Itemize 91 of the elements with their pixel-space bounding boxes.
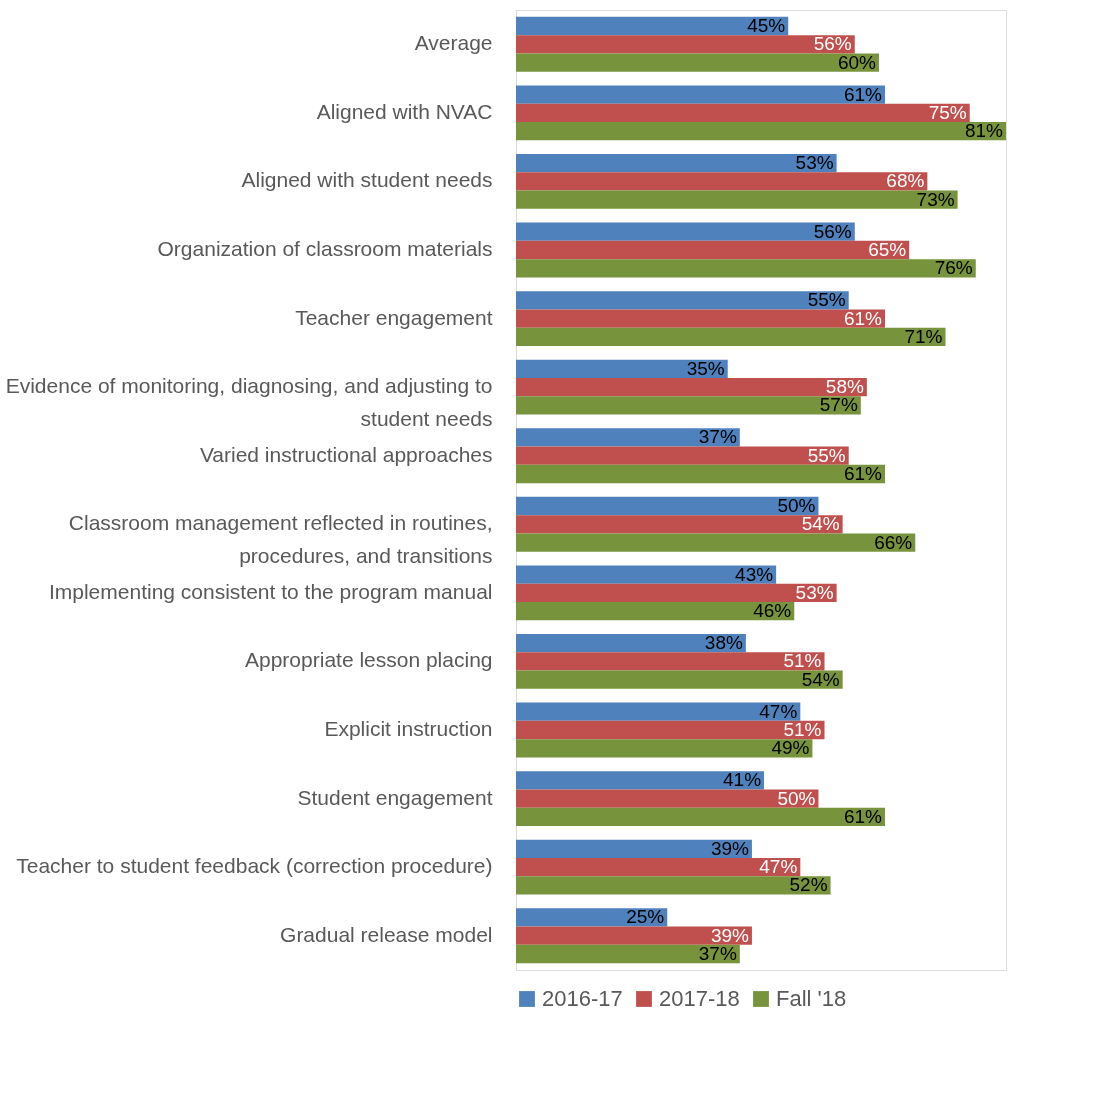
bar xyxy=(516,670,843,689)
bar xyxy=(516,789,819,808)
data-label: 55% xyxy=(807,289,846,311)
data-label: 39% xyxy=(710,837,750,859)
bar xyxy=(516,359,728,378)
y-tick-label: Student engagement xyxy=(297,785,493,809)
bar xyxy=(516,858,801,877)
bar xyxy=(516,652,825,671)
bar xyxy=(516,908,668,927)
bar xyxy=(516,103,970,122)
data-label: 49% xyxy=(771,737,810,759)
data-label: 56% xyxy=(813,220,852,242)
data-label: 81% xyxy=(964,120,1004,142)
data-label: 37% xyxy=(698,943,737,964)
bar xyxy=(516,739,813,758)
bar xyxy=(516,222,855,241)
y-tick-label: Implementing consistent to the program manual xyxy=(48,579,493,603)
bar xyxy=(516,926,752,945)
y-tick-label: Organization of classroom materials xyxy=(157,237,493,260)
bar xyxy=(516,944,740,964)
legend-label: 2017-18 xyxy=(659,986,740,1011)
bar xyxy=(516,702,801,721)
y-tick-label: Aligned with NVAC xyxy=(316,99,493,123)
bar xyxy=(516,515,843,534)
data-label: 61% xyxy=(843,83,883,105)
bar xyxy=(516,720,825,740)
y-tick-label: Gradual release model xyxy=(280,922,493,946)
data-label: 75% xyxy=(928,101,967,123)
data-label: 71% xyxy=(904,325,943,347)
bar xyxy=(516,172,928,191)
legend-label: Fall '18 xyxy=(776,986,847,1011)
y-tick-label: Classroom management reflected in routines, procedures, and transitions xyxy=(68,511,493,568)
bar xyxy=(516,85,886,104)
bar xyxy=(516,35,855,54)
y-tick-label: Explicit instruction xyxy=(324,717,493,740)
data-label: 41% xyxy=(722,769,762,791)
data-label: 50% xyxy=(777,787,816,809)
bar xyxy=(516,53,879,72)
bar xyxy=(516,378,867,397)
y-tick-label: Teacher to student feedback (correction procedure) xyxy=(16,854,493,878)
bar xyxy=(516,464,886,484)
y-tick-label: Appropriate lesson placing xyxy=(245,648,493,672)
data-label: 46% xyxy=(753,600,792,622)
data-label: 35% xyxy=(686,357,725,379)
data-label: 65% xyxy=(868,239,907,260)
legend-label: 2016-17 xyxy=(542,986,623,1011)
data-label: 54% xyxy=(801,513,840,535)
data-label: 61% xyxy=(843,463,883,484)
bar xyxy=(516,428,740,447)
y-tick-label: Aligned with student needs xyxy=(241,168,493,192)
y-tick-label: Average xyxy=(414,31,493,55)
bar xyxy=(516,771,765,790)
bar xyxy=(516,602,795,621)
bar xyxy=(516,122,1006,141)
bar xyxy=(516,496,819,516)
bar xyxy=(516,533,916,552)
bar xyxy=(516,240,910,260)
data-label: 39% xyxy=(710,924,750,946)
data-label: 51% xyxy=(783,719,822,740)
bar xyxy=(516,876,831,895)
data-label: 38% xyxy=(704,632,743,654)
data-label: 43% xyxy=(735,563,774,585)
data-label: 53% xyxy=(795,581,834,603)
y-tick-label: Varied instructional approaches xyxy=(199,442,493,466)
bar xyxy=(516,396,861,415)
data-label: 66% xyxy=(874,531,913,553)
bar xyxy=(516,291,849,310)
bar xyxy=(516,807,886,826)
bar xyxy=(516,259,976,278)
bar xyxy=(516,190,958,209)
data-label: 55% xyxy=(807,444,846,466)
data-label: 37% xyxy=(698,426,737,448)
bar xyxy=(516,154,837,173)
data-label: 61% xyxy=(843,307,883,329)
data-label: 53% xyxy=(795,152,834,174)
y-tick-label: Evidence of monitoring, diagnosing, and adjusting to student needs xyxy=(5,374,493,431)
data-label: 25% xyxy=(626,906,665,928)
bar xyxy=(516,839,752,858)
bar xyxy=(516,565,777,584)
y-tick-label: Teacher engagement xyxy=(295,305,493,329)
data-label: 61% xyxy=(843,805,883,827)
data-label: 47% xyxy=(759,700,798,722)
bar xyxy=(516,634,746,653)
bar xyxy=(516,327,946,346)
bar xyxy=(516,583,837,602)
bar xyxy=(516,446,849,465)
bar xyxy=(516,16,789,36)
bar xyxy=(516,309,886,328)
data-label: 50% xyxy=(777,495,816,516)
data-label: 45% xyxy=(747,15,786,36)
data-label: 76% xyxy=(934,257,973,279)
